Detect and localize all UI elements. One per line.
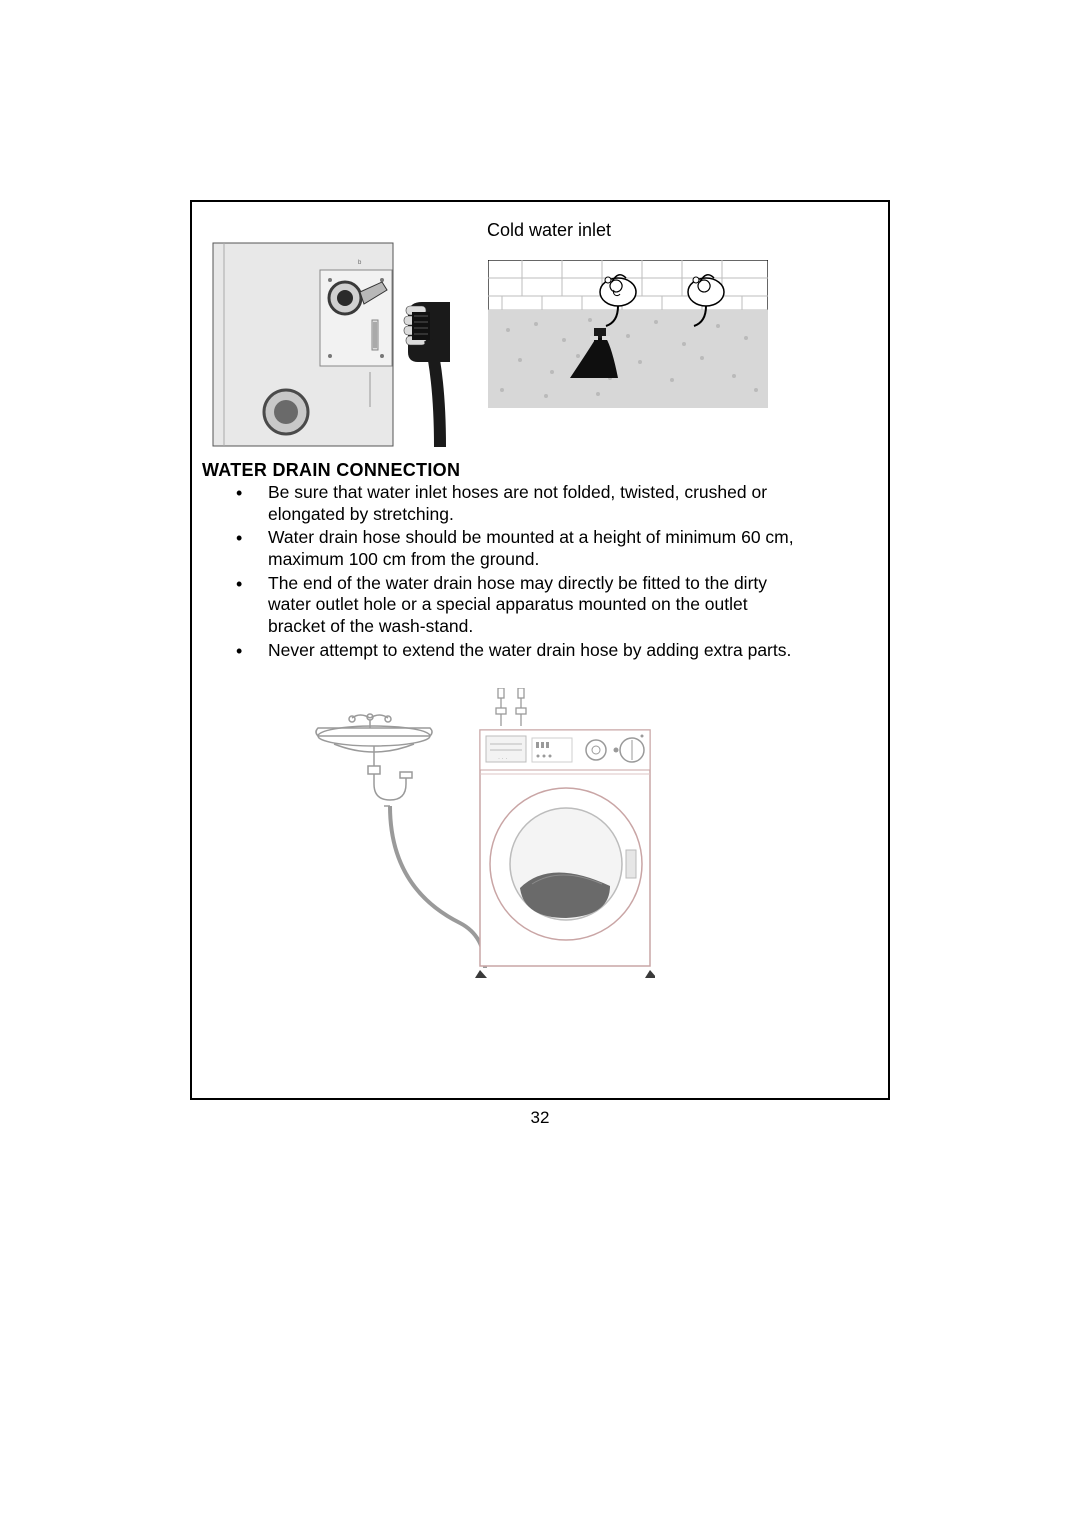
document-page: Cold water inlet b [0,0,1080,1528]
cold-water-inlet-label: Cold water inlet [487,220,611,241]
bullet-list: Be sure that water inlet hoses are not f… [236,482,796,664]
figure-rear-panel-inlet: b [212,242,450,447]
figure-drain-to-washer: · · · [310,688,655,978]
bullet-item: Water drain hose should be mounted at a … [236,527,796,570]
bullet-item: The end of the water drain hose may dire… [236,573,796,638]
page-number: 32 [0,1108,1080,1128]
bullet-item: Never attempt to extend the water drain … [236,640,796,662]
bullet-item: Be sure that water inlet hoses are not f… [236,482,796,525]
content-frame: Cold water inlet b [190,200,890,1100]
figure-wall-taps [488,260,768,408]
section-title: WATER DRAIN CONNECTION [202,460,460,481]
svg-text:· · ·: · · · [498,756,507,762]
